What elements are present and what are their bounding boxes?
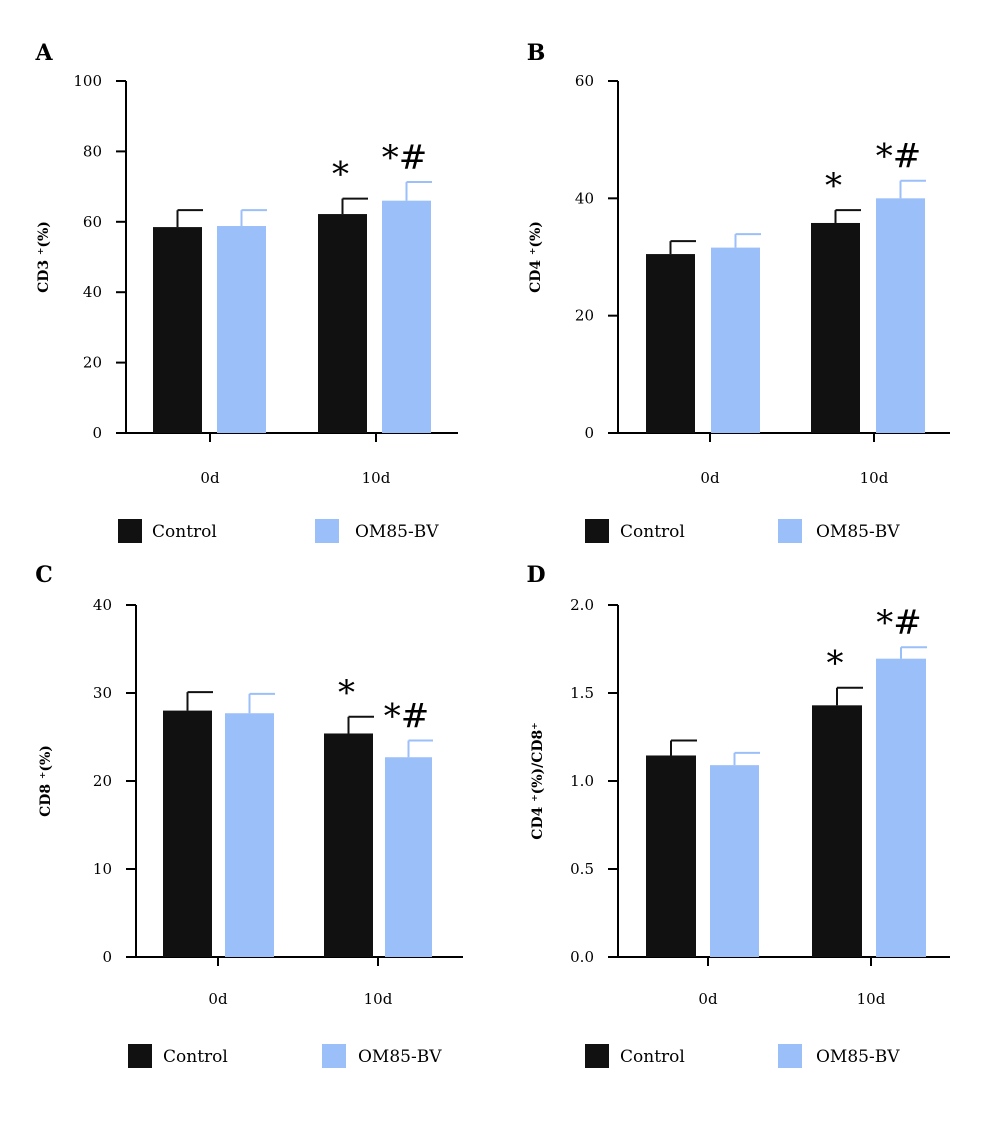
x-category-label: 0d [700, 469, 720, 487]
legend-label-control: Control [620, 1047, 685, 1067]
legend-swatch-om85-bv [778, 1044, 802, 1068]
panel-label: D [526, 562, 545, 588]
bar-om85-bv-0d [217, 226, 266, 433]
bar-om85-bv-0d [225, 713, 274, 957]
legend: Control OM85-BV [585, 519, 900, 543]
y-axis-title: CD4 ⁺(%)/CD8⁺ [530, 722, 546, 839]
y-tick-label: 20 [575, 307, 594, 325]
y-tick-label: 20 [93, 772, 112, 790]
bar-om85-bv-10d [876, 658, 926, 957]
panel-b: B 0 20 40 60 0d 10d CD4 ⁺(%) * *# Control OM85-BV [527, 40, 950, 543]
y-tick-label: 1.5 [570, 684, 594, 702]
y-tick-label: 20 [83, 354, 102, 372]
significance-marker: *# [876, 603, 922, 643]
panel-label: C [35, 562, 53, 588]
x-category-label: 10d [860, 469, 889, 487]
panel-label: A [34, 40, 53, 66]
legend-label-control: Control [620, 522, 685, 542]
bar-control-0d [163, 710, 212, 957]
y-tick-label: 100 [73, 72, 102, 90]
bar-om85-bv-10d [385, 757, 432, 957]
significance-marker: * [332, 155, 349, 195]
legend-label-om85-bv: OM85-BV [358, 1047, 442, 1067]
x-category-label: 10d [857, 990, 886, 1008]
panel-label: B [527, 40, 546, 66]
y-tick-label: 30 [93, 684, 112, 702]
y-tick-label: 0.5 [570, 860, 594, 878]
panel-c: C 0 10 20 30 40 0d 10d CD8 ⁺(%) * *# Control OM85-BV [35, 562, 463, 1068]
y-tick-label: 60 [575, 72, 594, 90]
y-tick-label: 0 [102, 948, 112, 966]
y-tick-label: 2.0 [570, 596, 594, 614]
legend-label-control: Control [152, 522, 217, 542]
y-tick-label: 0.0 [570, 948, 594, 966]
legend-label-om85-bv: OM85-BV [355, 522, 439, 542]
bar-control-10d [812, 705, 862, 957]
legend-label-om85-bv: OM85-BV [816, 522, 900, 542]
x-category-label: 10d [362, 469, 391, 487]
significance-marker: * [827, 644, 844, 684]
legend-swatch-om85-bv [778, 519, 802, 543]
x-category-label: 0d [208, 990, 228, 1008]
legend: Control OM85-BV [118, 519, 439, 543]
legend-swatch-control [585, 519, 609, 543]
bar-control-0d [646, 254, 695, 433]
legend-swatch-control [585, 1044, 609, 1068]
y-tick-label: 0 [584, 424, 594, 442]
bar-om85-bv-0d [711, 247, 760, 433]
y-tick-label: 80 [83, 142, 102, 160]
bar-control-10d [324, 733, 373, 957]
y-tick-label: 10 [93, 860, 112, 878]
significance-marker: *# [876, 137, 922, 177]
panel-d: D 0.0 0.5 1.0 1.5 2.0 0d 10d CD4 ⁺(%)/CD8⁺ * *# Con… [526, 562, 950, 1068]
bar-control-10d [811, 222, 860, 433]
y-axis-title: CD3 ⁺(%) [36, 221, 52, 293]
significance-marker: * [338, 673, 355, 713]
panel-a: A 0 20 40 60 80 100 0d 10d CD3 ⁺(%) * *# Control OM85… [34, 40, 458, 543]
y-tick-label: 60 [83, 213, 102, 231]
legend: Control OM85-BV [128, 1044, 442, 1068]
bar-om85-bv-10d [876, 198, 925, 433]
legend: Control OM85-BV [585, 1044, 900, 1068]
x-category-label: 0d [698, 990, 718, 1008]
significance-marker: * [825, 166, 842, 206]
bar-control-0d [646, 755, 696, 957]
y-tick-label: 1.0 [570, 772, 594, 790]
legend-label-control: Control [163, 1047, 228, 1067]
significance-marker: *# [384, 697, 430, 737]
bar-om85-bv-10d [382, 200, 431, 433]
y-axis-title: CD4 ⁺(%) [528, 221, 544, 293]
y-axis-title: CD8 ⁺(%) [38, 745, 54, 817]
legend-swatch-control [118, 519, 142, 543]
legend-swatch-om85-bv [322, 1044, 346, 1068]
bar-control-0d [153, 227, 202, 433]
legend-swatch-om85-bv [315, 519, 339, 543]
bar-om85-bv-0d [710, 765, 759, 957]
y-tick-label: 40 [83, 283, 102, 301]
x-category-label: 10d [364, 990, 393, 1008]
significance-marker: *# [382, 138, 428, 178]
legend-label-om85-bv: OM85-BV [816, 1047, 900, 1067]
y-tick-label: 0 [92, 424, 102, 442]
legend-swatch-control [128, 1044, 152, 1068]
y-tick-label: 40 [575, 189, 594, 207]
x-category-label: 0d [200, 469, 220, 487]
y-tick-label: 40 [93, 596, 112, 614]
bar-control-10d [318, 214, 367, 433]
